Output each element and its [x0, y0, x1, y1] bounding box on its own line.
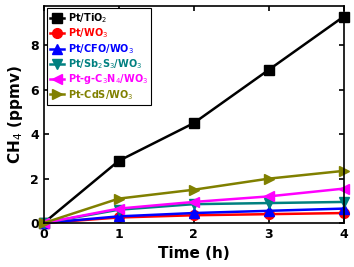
Legend: Pt/TiO$_2$, Pt/WO$_3$, Pt/CFO/WO$_3$, Pt/Sb$_2$S$_3$/WO$_3$, Pt-g-C$_3$N$_4$/WO$: Pt/TiO$_2$, Pt/WO$_3$, Pt/CFO/WO$_3$, Pt…	[47, 9, 151, 105]
X-axis label: Time (h): Time (h)	[158, 246, 229, 261]
Y-axis label: CH$_4$ (ppmv): CH$_4$ (ppmv)	[6, 65, 24, 164]
